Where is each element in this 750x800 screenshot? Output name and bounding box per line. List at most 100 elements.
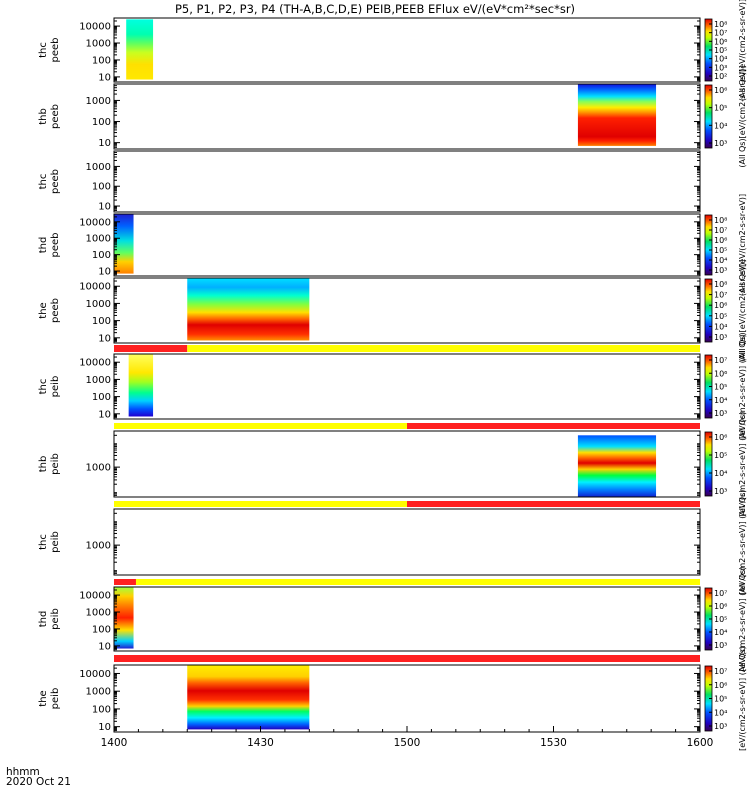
- colorbar-tick-label: 10⁴: [714, 628, 727, 637]
- y-tick-label: 1000: [86, 463, 111, 474]
- colorbar-label: (All Qs)[eV/(cm2-s-sr-eV)]: [738, 0, 747, 101]
- colorbar-tick-label: 10⁵: [714, 246, 727, 255]
- panel-frame: [113, 83, 701, 150]
- colorbar: [704, 84, 713, 149]
- colorbar-tick-label: 10⁴: [714, 322, 727, 331]
- panel-thc-peeb: 10 100 1000 thc peeb: [38, 150, 701, 213]
- spectrogram-data-block: [114, 214, 134, 274]
- y-tick-label: 1000: [86, 162, 111, 173]
- colorbar-tick-label: 10³: [714, 409, 727, 418]
- panel-label-probe: thb: [38, 456, 49, 473]
- colorbar-tick-label: 10⁷: [714, 589, 727, 598]
- colorbar-tick-label: 10⁶: [714, 369, 727, 378]
- colorbar-tick-label: 10⁴: [714, 396, 727, 405]
- colorbar-tick-label: 10⁶: [714, 86, 727, 95]
- mode-bar-segment: [114, 655, 700, 662]
- panel-label-probe: thc: [38, 379, 49, 395]
- colorbar-tick-label: 10⁶: [714, 433, 727, 442]
- y-tick-label: 1000: [86, 608, 111, 619]
- mode-bar-segment: [114, 579, 136, 585]
- colorbar-tick-label: 10³: [714, 139, 727, 148]
- mode-bar-segment: [407, 423, 700, 429]
- figure-title: P5, P1, P2, P3, P4 (TH-A,B,C,D,E) PEIB,P…: [175, 2, 575, 16]
- spectrogram-data-block: [187, 665, 310, 730]
- x-tick-label: 1400: [101, 737, 128, 749]
- panel-thd-peib: 10 100 1000 10000 thd peib 10⁷ 10⁶ 10⁵ 10⁴ 10³ [eV/…: [38, 567, 747, 672]
- x-axis: 1400 1430 1500 1530 1600: [101, 726, 714, 749]
- panel-label-instrument: peib: [50, 376, 61, 398]
- colorbar-tick-label: 10³: [714, 722, 727, 731]
- y-tick-label: 10000: [79, 591, 111, 602]
- panel-label-probe: thd: [38, 237, 49, 254]
- panel-label-instrument: peib: [50, 608, 61, 630]
- y-tick-label: 10: [98, 202, 111, 213]
- colorbar-tick-label: 10⁷: [714, 226, 727, 235]
- panel-the-peib: 10 100 1000 10000 the peib 10⁷ 10⁶ 10⁵ 10⁴ 10³ [eV/…: [38, 646, 747, 751]
- xlabel-hhmm: hhmm: [6, 766, 40, 778]
- y-tick-label: 10: [98, 72, 111, 83]
- mode-bar-segment: [114, 501, 407, 507]
- panel-frame: [113, 353, 701, 420]
- panel-label-instrument: peib: [50, 531, 61, 553]
- panel-frame: [113, 17, 701, 83]
- mode-bar-segment: [114, 345, 188, 352]
- y-tick-label: 1000: [86, 375, 111, 386]
- mode-bar-segment: [407, 501, 700, 507]
- y-tick-label: 100: [92, 182, 111, 193]
- colorbar-tick-label: 10⁶: [714, 681, 727, 690]
- y-tick-label: 100: [92, 704, 111, 715]
- colorbar-tick-label: 10⁵: [714, 312, 727, 321]
- y-tick-label: 100: [92, 392, 111, 403]
- panel-label-instrument: peib: [50, 688, 61, 710]
- y-tick-label: 10: [98, 267, 111, 278]
- colorbar-tick-label: 10²: [714, 72, 727, 81]
- colorbar-label: (All Qs)[eV/(cm2-s-sr-eV)]: [738, 194, 747, 296]
- y-tick-label: 1000: [86, 687, 111, 698]
- colorbar-tick-label: 10⁴: [714, 469, 727, 478]
- colorbar-tick-label: 10⁶: [714, 301, 727, 310]
- colorbar: [704, 278, 713, 343]
- mode-bar-segment: [187, 345, 700, 352]
- colorbar-tick-label: 10⁵: [714, 104, 727, 113]
- colorbar-tick-label: 10⁷: [714, 291, 727, 300]
- y-tick-label: 100: [92, 250, 111, 261]
- colorbar-tick-label: 10⁶: [714, 37, 727, 46]
- y-tick-label: 10000: [79, 22, 111, 33]
- y-tick-label: 1000: [86, 541, 111, 552]
- spectrogram-data-block: [126, 19, 154, 80]
- x-tick-label: 1500: [394, 737, 421, 749]
- x-tick-label: 1600: [687, 737, 714, 749]
- panel-label-probe: thc: [38, 42, 49, 58]
- panel-label-instrument: peib: [50, 453, 61, 475]
- y-tick-label: 1000: [86, 39, 111, 50]
- colorbar-tick-label: 10³: [714, 266, 727, 275]
- y-tick-label: 100: [92, 624, 111, 635]
- colorbar-label: [eV/(cm2-s-sr-eV)] (All Qs): [738, 567, 747, 672]
- colorbar-label: [eV/(cm2-s-sr-eV)] (All Qs): [738, 646, 747, 751]
- colorbar-tick-label: 10⁸: [714, 280, 727, 289]
- colorbar-tick-label: 10⁵: [714, 451, 727, 460]
- panel-label-instrument: peeb: [50, 38, 61, 63]
- y-tick-label: 100: [92, 117, 111, 128]
- panel-label-probe: the: [38, 690, 49, 706]
- colorbar-tick-label: 10³: [714, 641, 727, 650]
- colorbar-tick-label: 10⁷: [714, 667, 727, 676]
- spectrogram-data-block: [114, 587, 134, 649]
- colorbar-label: (All Qs)[eV/(cm2-s-sr-eV)]: [738, 65, 747, 167]
- colorbar-tick-label: 10⁷: [714, 29, 727, 38]
- panel-frame: [113, 213, 701, 277]
- y-tick-label: 10: [98, 641, 111, 652]
- colorbar-tick-label: 10⁵: [714, 695, 727, 704]
- y-tick-label: 10: [98, 409, 111, 420]
- colorbar-tick-label: 10⁸: [714, 20, 727, 29]
- colorbar-label: [eV/(cm2-s-sr-eV)] (All Qs): [738, 412, 747, 517]
- panel-thb-peib: 1000 thb peib 10⁶ 10⁵ 10⁴ 10³ [eV/(cm2-s-sr-eV)…: [38, 412, 747, 517]
- panel-label-probe: thd: [38, 611, 49, 628]
- spectrogram-data-block: [577, 84, 657, 146]
- colorbar-tick-label: 10⁴: [714, 121, 727, 130]
- colorbar: [704, 431, 713, 497]
- y-tick-label: 1000: [86, 299, 111, 310]
- x-tick-label: 1530: [540, 737, 567, 749]
